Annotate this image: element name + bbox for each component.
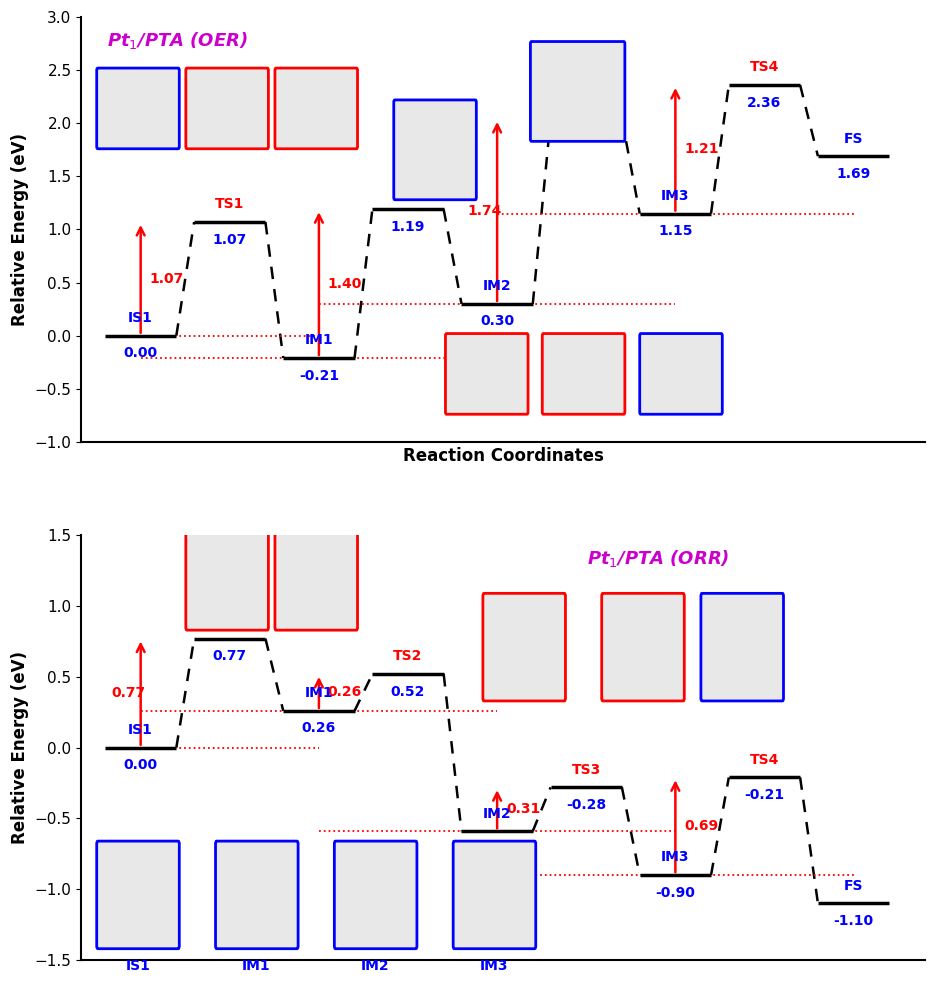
X-axis label: Reaction Coordinates: Reaction Coordinates: [402, 448, 604, 465]
Text: 0.26: 0.26: [328, 686, 362, 700]
Text: IM1: IM1: [304, 334, 333, 347]
Text: TS3: TS3: [572, 94, 601, 108]
FancyBboxPatch shape: [96, 841, 180, 949]
Text: IM2: IM2: [483, 279, 511, 293]
Text: TS1: TS1: [215, 198, 244, 212]
Text: 0.00: 0.00: [124, 759, 158, 772]
Y-axis label: Relative Energy (eV): Relative Energy (eV): [11, 133, 29, 326]
Text: 0.69: 0.69: [684, 820, 719, 833]
Text: 2.36: 2.36: [747, 95, 782, 109]
Text: 2.04: 2.04: [569, 130, 604, 144]
FancyBboxPatch shape: [531, 41, 625, 142]
FancyBboxPatch shape: [186, 68, 269, 149]
Text: 0.30: 0.30: [480, 315, 514, 329]
Text: -1.10: -1.10: [834, 914, 873, 928]
FancyBboxPatch shape: [334, 841, 417, 949]
Text: IM1: IM1: [242, 958, 271, 972]
Text: FS: FS: [844, 132, 863, 146]
Text: -0.21: -0.21: [744, 788, 784, 802]
Text: 0.77: 0.77: [212, 649, 247, 663]
Text: 0.00: 0.00: [124, 346, 158, 360]
FancyBboxPatch shape: [96, 68, 180, 149]
Text: IM3: IM3: [661, 189, 690, 203]
FancyBboxPatch shape: [701, 593, 783, 701]
Text: 1.21: 1.21: [684, 143, 719, 156]
FancyBboxPatch shape: [446, 334, 528, 414]
FancyBboxPatch shape: [186, 523, 269, 630]
Text: 0.31: 0.31: [506, 802, 540, 817]
Text: Pt$_1$/PTA (OER): Pt$_1$/PTA (OER): [107, 30, 247, 51]
FancyBboxPatch shape: [275, 523, 358, 630]
FancyBboxPatch shape: [394, 100, 476, 200]
Text: TS4: TS4: [750, 753, 779, 767]
Text: -0.59: -0.59: [477, 842, 517, 856]
Text: 0.26: 0.26: [301, 721, 336, 735]
Text: 0.52: 0.52: [391, 685, 425, 699]
Text: TS2: TS2: [393, 185, 423, 199]
Text: 1.69: 1.69: [837, 167, 870, 181]
FancyBboxPatch shape: [483, 593, 565, 701]
Y-axis label: Relative Energy (eV): Relative Energy (eV): [11, 651, 29, 844]
Text: Pt$_1$/PTA (ORR): Pt$_1$/PTA (ORR): [588, 548, 730, 569]
Text: IM1: IM1: [304, 686, 333, 701]
Text: IM2: IM2: [361, 958, 389, 972]
Text: 1.40: 1.40: [328, 277, 362, 290]
FancyBboxPatch shape: [215, 841, 298, 949]
Text: IM3: IM3: [480, 958, 508, 972]
Text: 1.19: 1.19: [391, 220, 425, 234]
FancyBboxPatch shape: [542, 334, 625, 414]
Text: TS1: TS1: [215, 614, 244, 628]
Text: 1.74: 1.74: [467, 205, 502, 218]
FancyBboxPatch shape: [453, 841, 535, 949]
Text: IM2: IM2: [483, 807, 511, 821]
Text: IS1: IS1: [128, 311, 154, 325]
Text: -0.28: -0.28: [566, 798, 607, 812]
Text: IS1: IS1: [125, 958, 150, 972]
FancyBboxPatch shape: [275, 68, 358, 149]
Text: 1.15: 1.15: [658, 224, 693, 238]
Text: IM3: IM3: [661, 850, 690, 865]
Text: FS: FS: [844, 879, 863, 892]
Text: TS3: TS3: [572, 763, 601, 776]
Text: 1.07: 1.07: [212, 232, 247, 247]
Text: IS1: IS1: [128, 723, 154, 737]
Text: -0.90: -0.90: [655, 886, 695, 899]
FancyBboxPatch shape: [602, 593, 684, 701]
Text: 1.07: 1.07: [150, 272, 183, 286]
Text: 0.77: 0.77: [111, 686, 145, 701]
Text: TS2: TS2: [393, 649, 423, 663]
Text: TS4: TS4: [750, 60, 779, 75]
Text: -0.21: -0.21: [299, 369, 339, 383]
FancyBboxPatch shape: [639, 334, 723, 414]
